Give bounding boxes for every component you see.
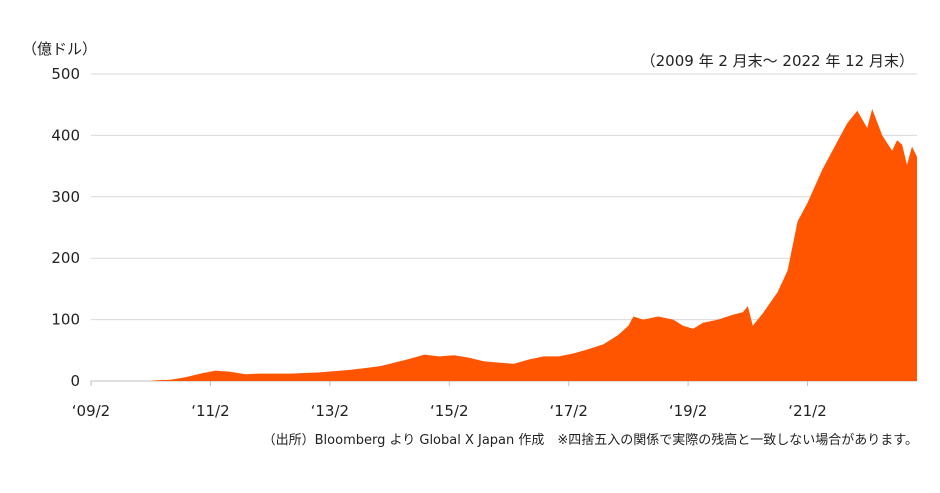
- y-tick-label: 100: [51, 311, 80, 329]
- y-tick-label: 400: [51, 126, 80, 144]
- x-tick-label: ‘21/2: [788, 402, 826, 420]
- y-axis-unit-label: （億ドル）: [22, 40, 98, 58]
- y-tick-label: 300: [51, 188, 80, 206]
- y-tick-label: 200: [51, 249, 80, 267]
- period-label: （2009 年 2 月末～ 2022 年 12 月末）: [640, 52, 914, 70]
- series-area: [91, 109, 917, 381]
- y-tick-label: 0: [70, 372, 80, 390]
- y-tick-label: 500: [51, 65, 80, 83]
- x-tick-label: ‘15/2: [430, 402, 468, 420]
- area-series: [91, 109, 917, 381]
- x-tick-label: ‘09/2: [72, 402, 110, 420]
- source-note: （出所）Bloomberg より Global X Japan 作成 ※四捨五入…: [262, 433, 918, 448]
- y-tick-labels: 0 100 200 300 400 500: [51, 65, 80, 390]
- x-tick-label: ‘19/2: [669, 402, 707, 420]
- x-tick-label: ‘11/2: [191, 402, 229, 420]
- x-tick-label: ‘13/2: [311, 402, 349, 420]
- x-tick-label: ‘17/2: [549, 402, 587, 420]
- x-tick-labels: ‘09/2 ‘11/2 ‘13/2 ‘15/2 ‘17/2 ‘19/2 ‘21/2: [72, 381, 827, 420]
